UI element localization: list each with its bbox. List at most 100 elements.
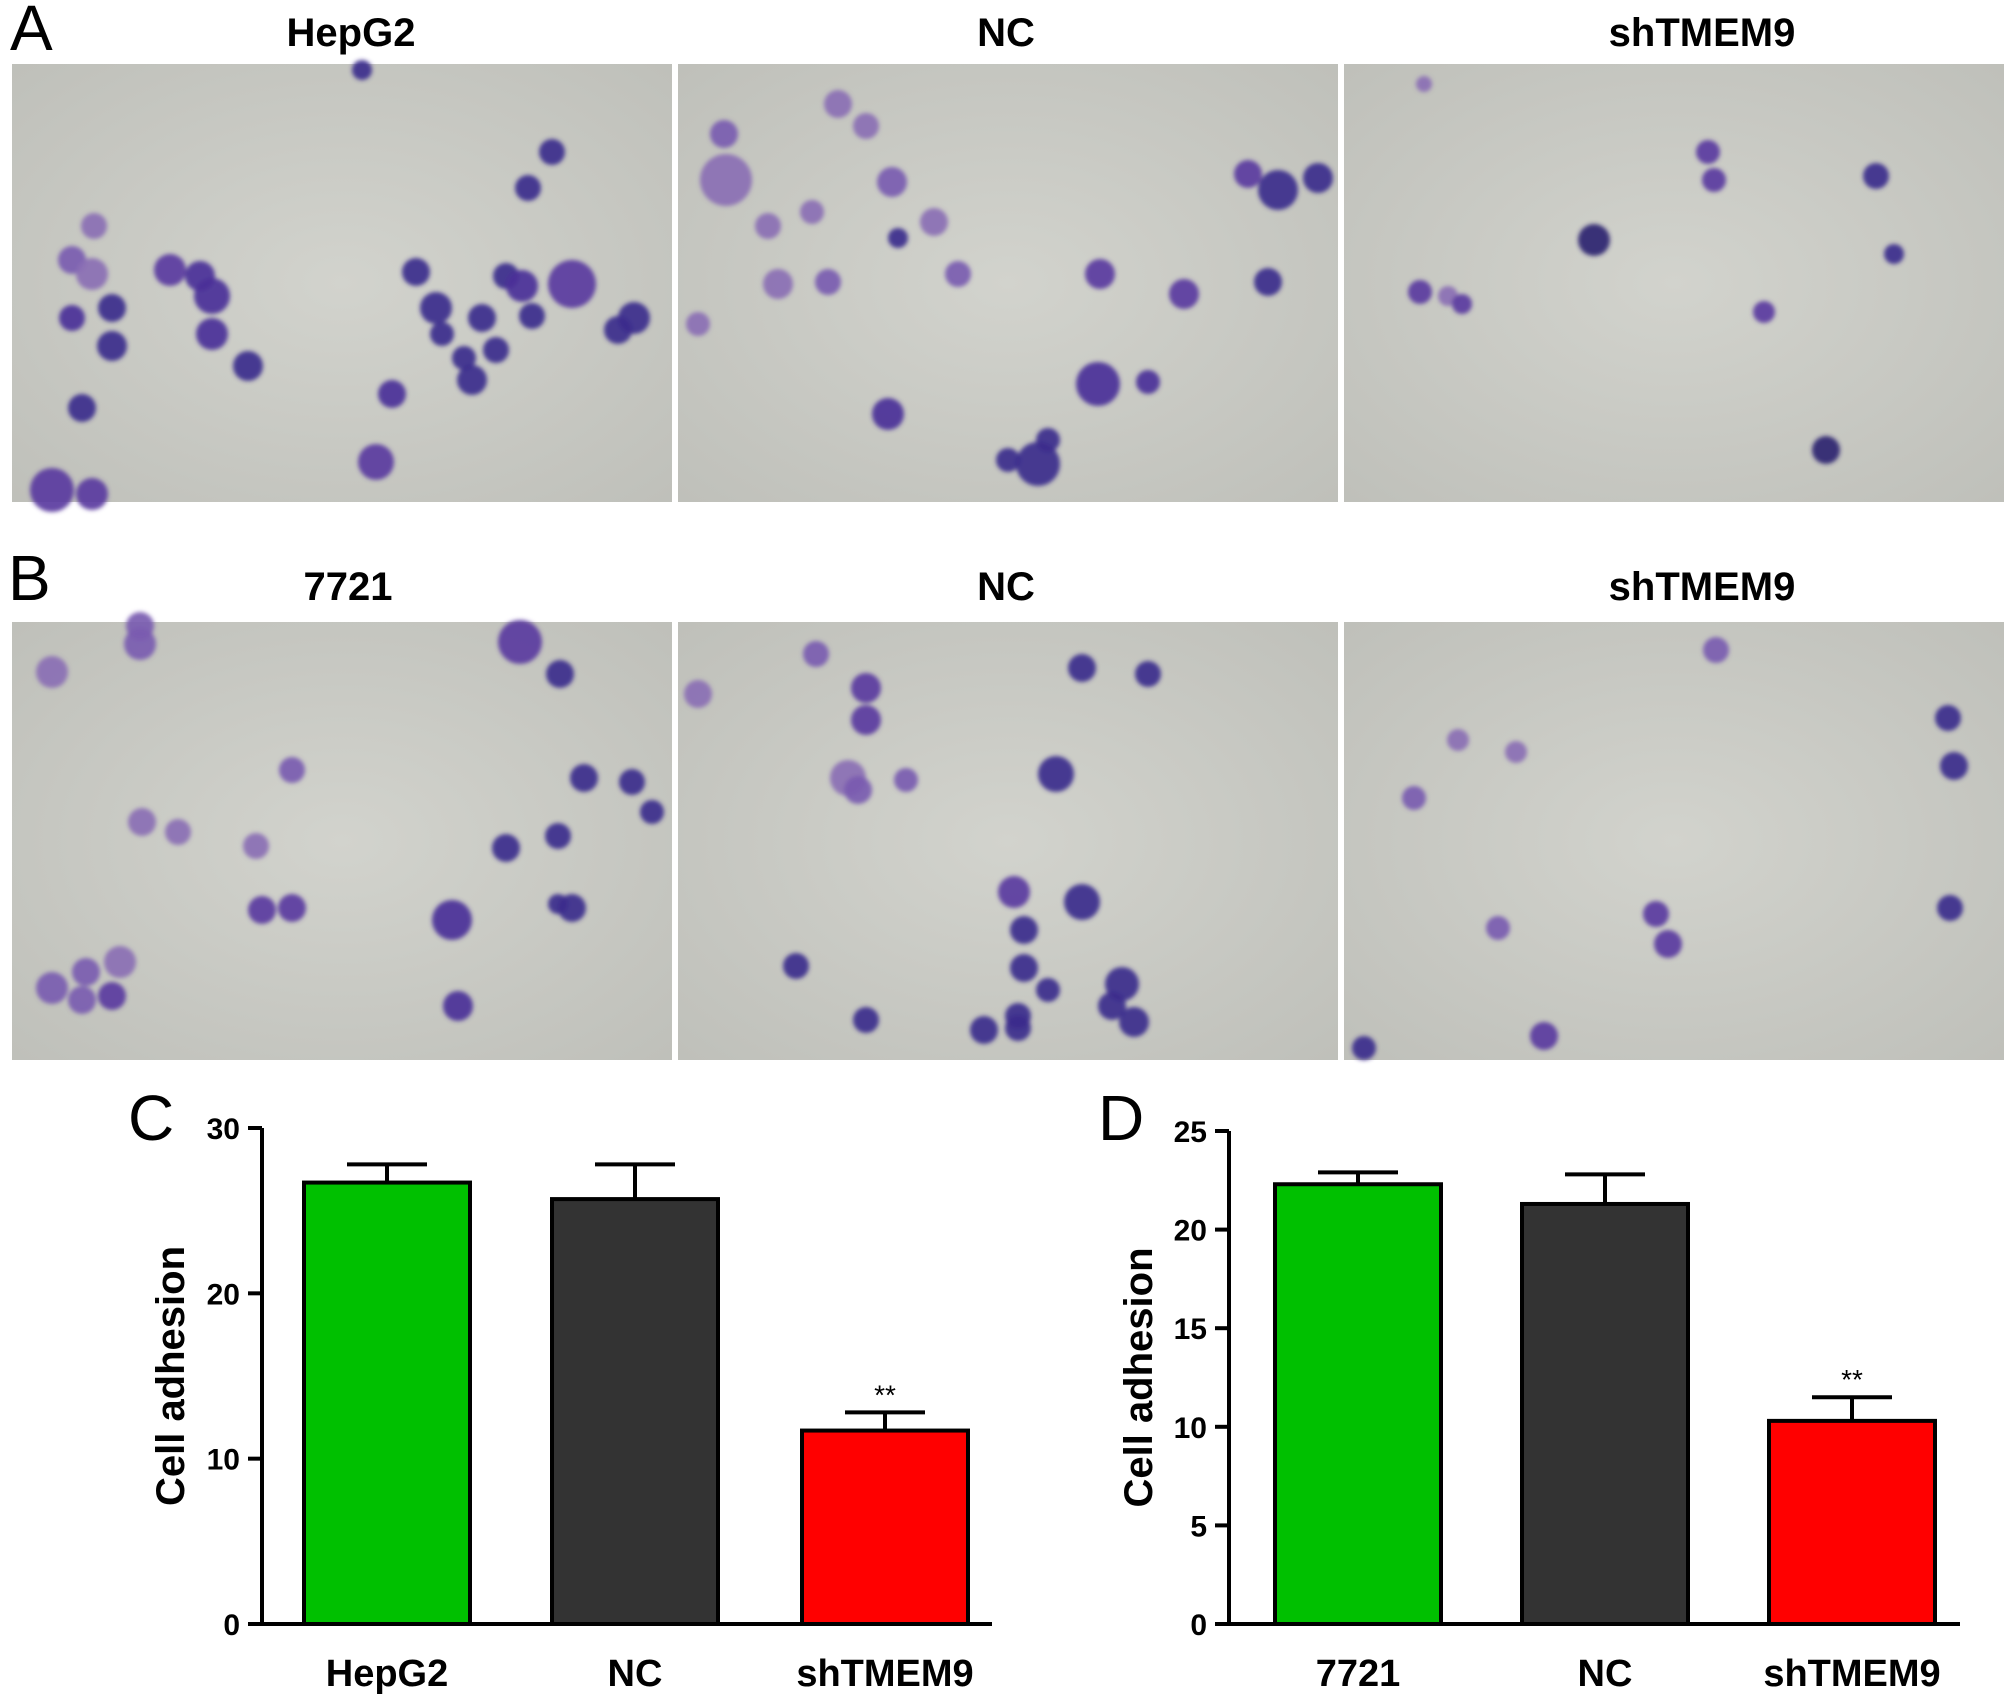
stained-cell — [619, 769, 645, 795]
panel-letter-b: B — [8, 542, 51, 614]
stained-cell — [1812, 436, 1840, 464]
stained-cell — [126, 612, 154, 640]
panel-letter-a: A — [10, 0, 53, 64]
stained-cell — [72, 958, 100, 986]
stained-cell — [1530, 1022, 1558, 1050]
x-category-label: NC — [608, 1653, 663, 1695]
stained-cell — [539, 139, 565, 165]
stained-cell — [700, 154, 752, 206]
stained-cell — [686, 312, 710, 336]
stained-cell — [1884, 244, 1904, 264]
stained-cell — [97, 331, 127, 361]
stained-cell — [815, 269, 841, 295]
stained-cell — [851, 673, 881, 703]
stained-cell — [1119, 1007, 1149, 1037]
stained-cell — [1578, 224, 1610, 256]
stained-cell — [545, 823, 571, 849]
y-tick-label: 10 — [207, 1444, 240, 1477]
stained-cell — [402, 258, 430, 286]
stained-cell — [483, 337, 509, 363]
stained-cell — [800, 200, 824, 224]
stained-cell — [378, 380, 406, 408]
stained-cell — [604, 316, 632, 344]
stained-cell — [1703, 637, 1729, 663]
stained-cell — [279, 757, 305, 783]
stained-cell — [1010, 954, 1038, 982]
stained-cell — [546, 660, 574, 688]
stained-cell — [452, 346, 476, 370]
stained-cell — [570, 764, 598, 792]
bar-7721 — [1273, 1182, 1443, 1627]
stained-cell — [1303, 163, 1333, 193]
bar-shtmem9 — [800, 1428, 970, 1627]
stained-cell — [278, 894, 306, 922]
stained-cell — [996, 448, 1020, 472]
bar-chart-d: 0 5 10 15 20 25 Cell adhesion 7721 NC ** shTMEM9 — [1117, 1116, 1960, 1695]
significance-annotation: ** — [874, 1379, 896, 1410]
stained-cell — [1169, 279, 1199, 309]
stained-cell — [1447, 729, 1469, 751]
stained-cell — [1863, 163, 1889, 189]
stained-cell — [352, 60, 372, 80]
x-category-label: shTMEM9 — [1763, 1653, 1940, 1695]
stained-cell — [1505, 741, 1527, 763]
x-category-label: HepG2 — [326, 1653, 448, 1695]
stained-cell — [970, 1016, 998, 1044]
stained-cell — [851, 705, 881, 735]
stained-cell — [1036, 978, 1060, 1002]
stained-cell — [76, 258, 108, 290]
stained-cell — [853, 1007, 879, 1033]
stained-cell — [824, 90, 852, 118]
significance-annotation: ** — [1841, 1364, 1863, 1395]
stained-cell — [803, 641, 829, 667]
y-tick-label: 10 — [1174, 1412, 1207, 1445]
stained-cell — [498, 620, 542, 664]
bar-nc — [550, 1197, 720, 1627]
micrograph-title-b-1: 7721 — [304, 565, 393, 609]
stained-cell — [36, 972, 68, 1004]
stained-cell — [506, 270, 538, 302]
stained-cell — [1136, 370, 1160, 394]
stained-cell — [1643, 901, 1669, 927]
stained-cell — [30, 468, 74, 512]
stained-cell — [920, 208, 948, 236]
stained-cell — [1234, 160, 1262, 188]
x-category-label: NC — [1578, 1653, 1633, 1695]
bar-chart-c: 0 10 20 30 Cell adhesion HepG2 NC ** shTMEM9 — [149, 1113, 992, 1695]
stained-cell — [81, 213, 107, 239]
stained-cell — [68, 394, 96, 422]
stained-cell — [196, 318, 228, 350]
stained-cell — [165, 819, 191, 845]
stained-cell — [894, 768, 918, 792]
stained-cell — [443, 991, 473, 1021]
stained-cell — [1753, 301, 1775, 323]
stained-cell — [1452, 294, 1472, 314]
stained-cell — [1352, 1036, 1376, 1060]
stained-cell — [1654, 930, 1682, 958]
panel-letter-d: D — [1098, 1082, 1144, 1154]
stained-cell — [98, 294, 126, 322]
y-tick-label: 15 — [1174, 1313, 1207, 1346]
stained-cell — [998, 876, 1030, 908]
micrograph-title-a-2: NC — [977, 11, 1035, 55]
y-tick-label: 5 — [1190, 1510, 1207, 1543]
stained-cell — [420, 292, 452, 324]
stained-cell — [684, 680, 712, 708]
stained-cell — [68, 986, 96, 1014]
stained-cell — [945, 261, 971, 287]
stained-cell — [457, 365, 487, 395]
stained-cell — [1076, 362, 1120, 406]
stained-cell — [1937, 895, 1963, 921]
stained-cell — [1085, 259, 1115, 289]
stained-cell — [1068, 654, 1096, 682]
stained-cell — [36, 656, 68, 688]
y-tick-label: 25 — [1174, 1116, 1207, 1149]
micrograph-row-b — [12, 612, 2004, 1060]
stained-cell — [248, 896, 276, 924]
x-category-label: shTMEM9 — [796, 1653, 973, 1695]
stained-cell — [98, 982, 126, 1010]
stained-cell — [468, 304, 496, 332]
stained-cell — [872, 398, 904, 430]
stained-cell — [430, 322, 454, 346]
stained-cell — [194, 278, 230, 314]
